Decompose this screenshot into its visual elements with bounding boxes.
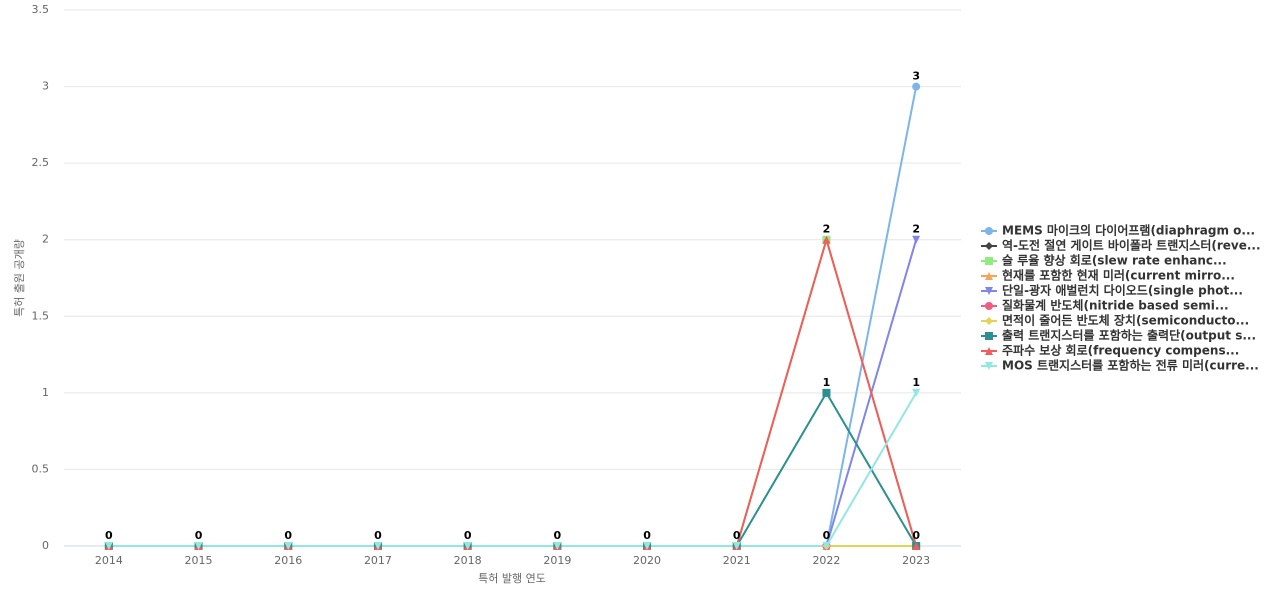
legend-item[interactable]: 역-도전 절연 게이트 바이폴라 트랜지스터(reve... <box>981 238 1261 253</box>
point <box>985 242 993 250</box>
point <box>822 388 831 397</box>
legend-label: 출력 트랜지스터를 포함하는 출력단(output s... <box>1002 328 1256 343</box>
x-tick-label: 2014 <box>95 554 123 567</box>
point <box>912 542 921 550</box>
point <box>284 542 293 550</box>
legend-item[interactable]: 슬 루율 향상 회로(slew rate enhanc... <box>981 253 1227 268</box>
point <box>194 542 203 550</box>
y-tick-label: 0.5 <box>32 462 50 475</box>
data-label: 0 <box>464 529 472 542</box>
legend-item[interactable]: MEMS 마이크의 다이어프램(diaphragm o... <box>981 223 1255 238</box>
x-tick-label: 2018 <box>454 554 482 567</box>
y-tick-label: 2.5 <box>32 156 50 169</box>
data-label: 3 <box>912 70 920 83</box>
point <box>985 302 993 310</box>
legend-item[interactable]: MOS 트랜지스터를 포함하는 전류 미러(curre... <box>981 358 1259 373</box>
x-tick-label: 2016 <box>274 554 302 567</box>
data-label: 0 <box>912 529 920 542</box>
legend-label: 역-도전 절연 게이트 바이폴라 트랜지스터(reve... <box>1002 238 1261 253</box>
point <box>912 235 921 244</box>
data-label: 0 <box>284 529 292 542</box>
series-line <box>108 392 918 547</box>
x-tick-label: 2017 <box>364 554 392 567</box>
legend-item[interactable]: 면적이 줄어든 반도체 장치(semiconducto... <box>981 313 1249 328</box>
data-label: 0 <box>823 529 831 542</box>
legend-item[interactable]: 단일-광자 애벌런치 다이오드(single phot... <box>981 283 1243 298</box>
legend-item[interactable]: 출력 트랜지스터를 포함하는 출력단(output s... <box>981 328 1256 343</box>
point <box>643 542 652 550</box>
x-axis-title: 특허 발행 연도 <box>478 572 546 585</box>
point <box>985 362 993 370</box>
y-tick-label: 0 <box>42 539 49 552</box>
legend-item[interactable]: 현재를 포함한 현재 미러(current mirro... <box>981 268 1235 283</box>
y-tick-label: 1.5 <box>32 309 50 322</box>
point <box>732 542 741 550</box>
point <box>822 235 831 244</box>
legend-label: 면적이 줄어든 반도체 장치(semiconducto... <box>1002 313 1249 328</box>
x-tick-label: 2022 <box>812 554 840 567</box>
data-label: 2 <box>912 223 920 236</box>
legend-item[interactable]: 주파수 보상 회로(frequency compens... <box>981 343 1239 358</box>
x-tick-label: 2021 <box>723 554 751 567</box>
x-tick-label: 2023 <box>902 554 930 567</box>
data-label: 2 <box>823 223 831 236</box>
legend-label: 주파수 보상 회로(frequency compens... <box>1002 343 1239 358</box>
point <box>985 287 993 295</box>
data-label: 0 <box>554 529 562 542</box>
y-tick-label: 3.5 <box>32 3 50 16</box>
x-tick-label: 2015 <box>185 554 213 567</box>
legend-item[interactable]: 질화물계 반도체(nitride based semi... <box>981 298 1229 313</box>
data-label: 0 <box>643 529 651 542</box>
data-label: 1 <box>912 376 920 389</box>
data-label: 0 <box>105 529 113 542</box>
point <box>822 542 831 550</box>
legend-label: 슬 루율 향상 회로(slew rate enhanc... <box>1002 253 1227 268</box>
data-label: 0 <box>733 529 741 542</box>
legend-label: 질화물계 반도체(nitride based semi... <box>1002 298 1229 313</box>
legend-label: MEMS 마이크의 다이어프램(diaphragm o... <box>1002 223 1255 238</box>
data-label: 0 <box>374 529 382 542</box>
x-tick-label: 2019 <box>543 554 571 567</box>
y-tick-label: 1 <box>42 386 49 399</box>
x-tick-label: 2020 <box>633 554 661 567</box>
legend-label: 현재를 포함한 현재 미러(current mirro... <box>1002 268 1235 283</box>
y-tick-label: 2 <box>42 233 49 246</box>
point <box>985 227 993 235</box>
data-label: 1 <box>823 376 831 389</box>
point <box>553 542 562 550</box>
data-label: 0 <box>195 529 203 542</box>
point <box>912 82 921 91</box>
legend-label: 단일-광자 애벌런치 다이오드(single phot... <box>1002 283 1243 298</box>
point <box>985 332 993 340</box>
point <box>373 542 382 550</box>
point <box>912 388 921 397</box>
y-tick-label: 3 <box>42 80 49 93</box>
point <box>985 272 993 280</box>
legend-label: MOS 트랜지스터를 포함하는 전류 미러(curre... <box>1002 358 1259 373</box>
point <box>463 542 472 550</box>
point <box>104 542 113 550</box>
point <box>985 347 993 355</box>
point <box>985 257 993 265</box>
point <box>985 317 993 325</box>
y-axis-title: 특허 출원 공개량 <box>13 239 26 317</box>
